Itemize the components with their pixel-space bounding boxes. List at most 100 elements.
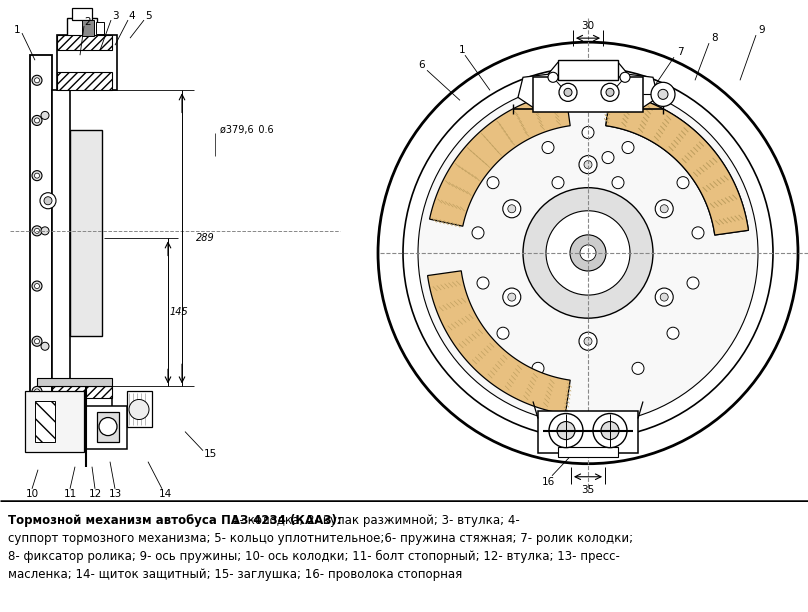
Circle shape xyxy=(44,196,52,205)
Text: 30: 30 xyxy=(582,21,595,31)
Bar xyxy=(57,72,112,91)
Circle shape xyxy=(549,414,583,447)
Bar xyxy=(57,35,117,91)
Text: масленка; 14- щиток защитный; 15- заглушка; 16- проволока стопорная: масленка; 14- щиток защитный; 15- заглуш… xyxy=(8,568,462,581)
Circle shape xyxy=(487,177,499,188)
Text: 15: 15 xyxy=(204,449,217,458)
Circle shape xyxy=(35,283,40,289)
Bar xyxy=(96,22,104,34)
Text: 1- колодка; 2- кулак разжимной; 3- втулка; 4-: 1- колодка; 2- кулак разжимной; 3- втулк… xyxy=(233,514,520,527)
Text: ø379,6  0.6: ø379,6 0.6 xyxy=(220,125,274,135)
Circle shape xyxy=(532,362,544,375)
Circle shape xyxy=(658,89,668,99)
Circle shape xyxy=(612,177,624,188)
Circle shape xyxy=(606,88,614,96)
Text: 11: 11 xyxy=(63,489,77,499)
Circle shape xyxy=(582,127,594,138)
Circle shape xyxy=(32,336,42,346)
Circle shape xyxy=(622,141,634,154)
Circle shape xyxy=(378,42,798,464)
Bar xyxy=(538,411,638,453)
Text: 35: 35 xyxy=(582,485,595,494)
Text: 289: 289 xyxy=(196,233,215,244)
Circle shape xyxy=(41,111,49,119)
Circle shape xyxy=(692,227,704,239)
Circle shape xyxy=(41,342,49,350)
Text: суппорт тормозного механизма; 5- кольцо уплотнительное;6- пружина стяжная; 7- ро: суппорт тормозного механизма; 5- кольцо … xyxy=(8,532,633,545)
Bar xyxy=(97,411,119,442)
Text: 6: 6 xyxy=(419,60,425,70)
Bar xyxy=(558,447,618,457)
Bar xyxy=(127,392,152,427)
Circle shape xyxy=(32,171,42,181)
Bar xyxy=(52,386,112,398)
Text: 14: 14 xyxy=(158,489,171,499)
Circle shape xyxy=(687,277,699,289)
Text: Тормозной механизм автобуса ПАЗ-4234 (КААЗ):: Тормозной механизм автобуса ПАЗ-4234 (КА… xyxy=(8,514,342,527)
Polygon shape xyxy=(606,92,748,235)
Polygon shape xyxy=(606,92,748,235)
Circle shape xyxy=(32,281,42,291)
Circle shape xyxy=(584,337,592,345)
Circle shape xyxy=(593,414,627,447)
Circle shape xyxy=(472,227,484,239)
Bar xyxy=(47,411,72,442)
Text: 10: 10 xyxy=(25,489,39,499)
Circle shape xyxy=(667,327,679,339)
Circle shape xyxy=(507,205,516,213)
Circle shape xyxy=(552,177,564,188)
Circle shape xyxy=(601,83,619,102)
Text: 16: 16 xyxy=(541,477,554,487)
Circle shape xyxy=(32,226,42,236)
Text: 13: 13 xyxy=(108,489,122,499)
Circle shape xyxy=(655,288,673,306)
Circle shape xyxy=(32,75,42,85)
Circle shape xyxy=(620,72,630,82)
Circle shape xyxy=(559,83,577,102)
Bar xyxy=(52,91,70,386)
Circle shape xyxy=(579,332,597,350)
Circle shape xyxy=(477,277,489,289)
Bar xyxy=(67,18,97,38)
Text: 8- фиксатор ролика; 9- ось пружины; 10- ось колодки; 11- болт стопорный; 12- вту: 8- фиксатор ролика; 9- ось пружины; 10- … xyxy=(8,550,620,563)
Circle shape xyxy=(546,211,630,295)
Circle shape xyxy=(542,141,554,154)
Bar xyxy=(70,130,102,336)
Circle shape xyxy=(584,160,592,169)
Circle shape xyxy=(579,155,597,174)
Circle shape xyxy=(557,422,575,439)
Polygon shape xyxy=(603,62,658,107)
Text: 9: 9 xyxy=(759,25,765,35)
Text: 5: 5 xyxy=(145,11,151,21)
Bar xyxy=(37,378,112,386)
Text: 1: 1 xyxy=(14,25,20,35)
Circle shape xyxy=(655,200,673,218)
Circle shape xyxy=(507,293,516,301)
Text: 12: 12 xyxy=(88,489,102,499)
Circle shape xyxy=(523,188,653,318)
Circle shape xyxy=(660,205,668,213)
Polygon shape xyxy=(518,62,573,107)
Text: 4: 4 xyxy=(128,11,135,21)
Bar xyxy=(72,8,92,20)
Circle shape xyxy=(497,327,509,339)
Circle shape xyxy=(403,67,773,439)
Circle shape xyxy=(677,177,689,188)
Circle shape xyxy=(35,173,40,178)
Circle shape xyxy=(651,82,675,106)
Bar xyxy=(57,35,112,50)
Circle shape xyxy=(49,417,69,436)
Circle shape xyxy=(601,422,619,439)
Circle shape xyxy=(32,386,42,397)
Bar xyxy=(35,401,55,442)
Circle shape xyxy=(99,417,117,436)
Circle shape xyxy=(548,72,558,82)
Circle shape xyxy=(35,228,40,233)
Polygon shape xyxy=(427,271,570,414)
Circle shape xyxy=(602,152,614,163)
Bar xyxy=(30,55,52,436)
Text: 145: 145 xyxy=(170,307,189,318)
Text: 2: 2 xyxy=(85,17,91,27)
Text: 3: 3 xyxy=(112,11,118,21)
Bar xyxy=(25,392,84,452)
